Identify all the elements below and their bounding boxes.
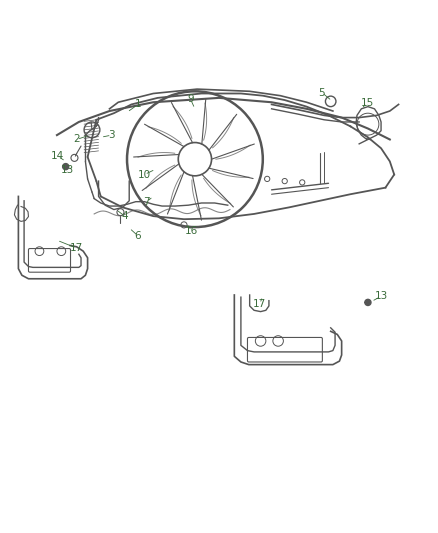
- Text: 10: 10: [138, 169, 151, 180]
- Text: 9: 9: [187, 94, 194, 104]
- Circle shape: [365, 300, 371, 305]
- Text: 7: 7: [143, 197, 150, 207]
- Text: 1: 1: [134, 100, 141, 109]
- Text: 13: 13: [61, 165, 74, 175]
- Text: 2: 2: [73, 134, 80, 144]
- Text: 4: 4: [121, 211, 128, 221]
- Text: 13: 13: [374, 291, 388, 301]
- Text: 5: 5: [318, 87, 325, 98]
- Text: 17: 17: [253, 298, 266, 309]
- Text: 15: 15: [360, 98, 374, 108]
- Text: 3: 3: [108, 130, 115, 140]
- Text: 14: 14: [51, 151, 64, 161]
- Circle shape: [63, 164, 69, 169]
- Text: 16: 16: [185, 225, 198, 236]
- Circle shape: [181, 222, 187, 228]
- Text: 17: 17: [70, 243, 83, 253]
- Text: 6: 6: [134, 231, 141, 241]
